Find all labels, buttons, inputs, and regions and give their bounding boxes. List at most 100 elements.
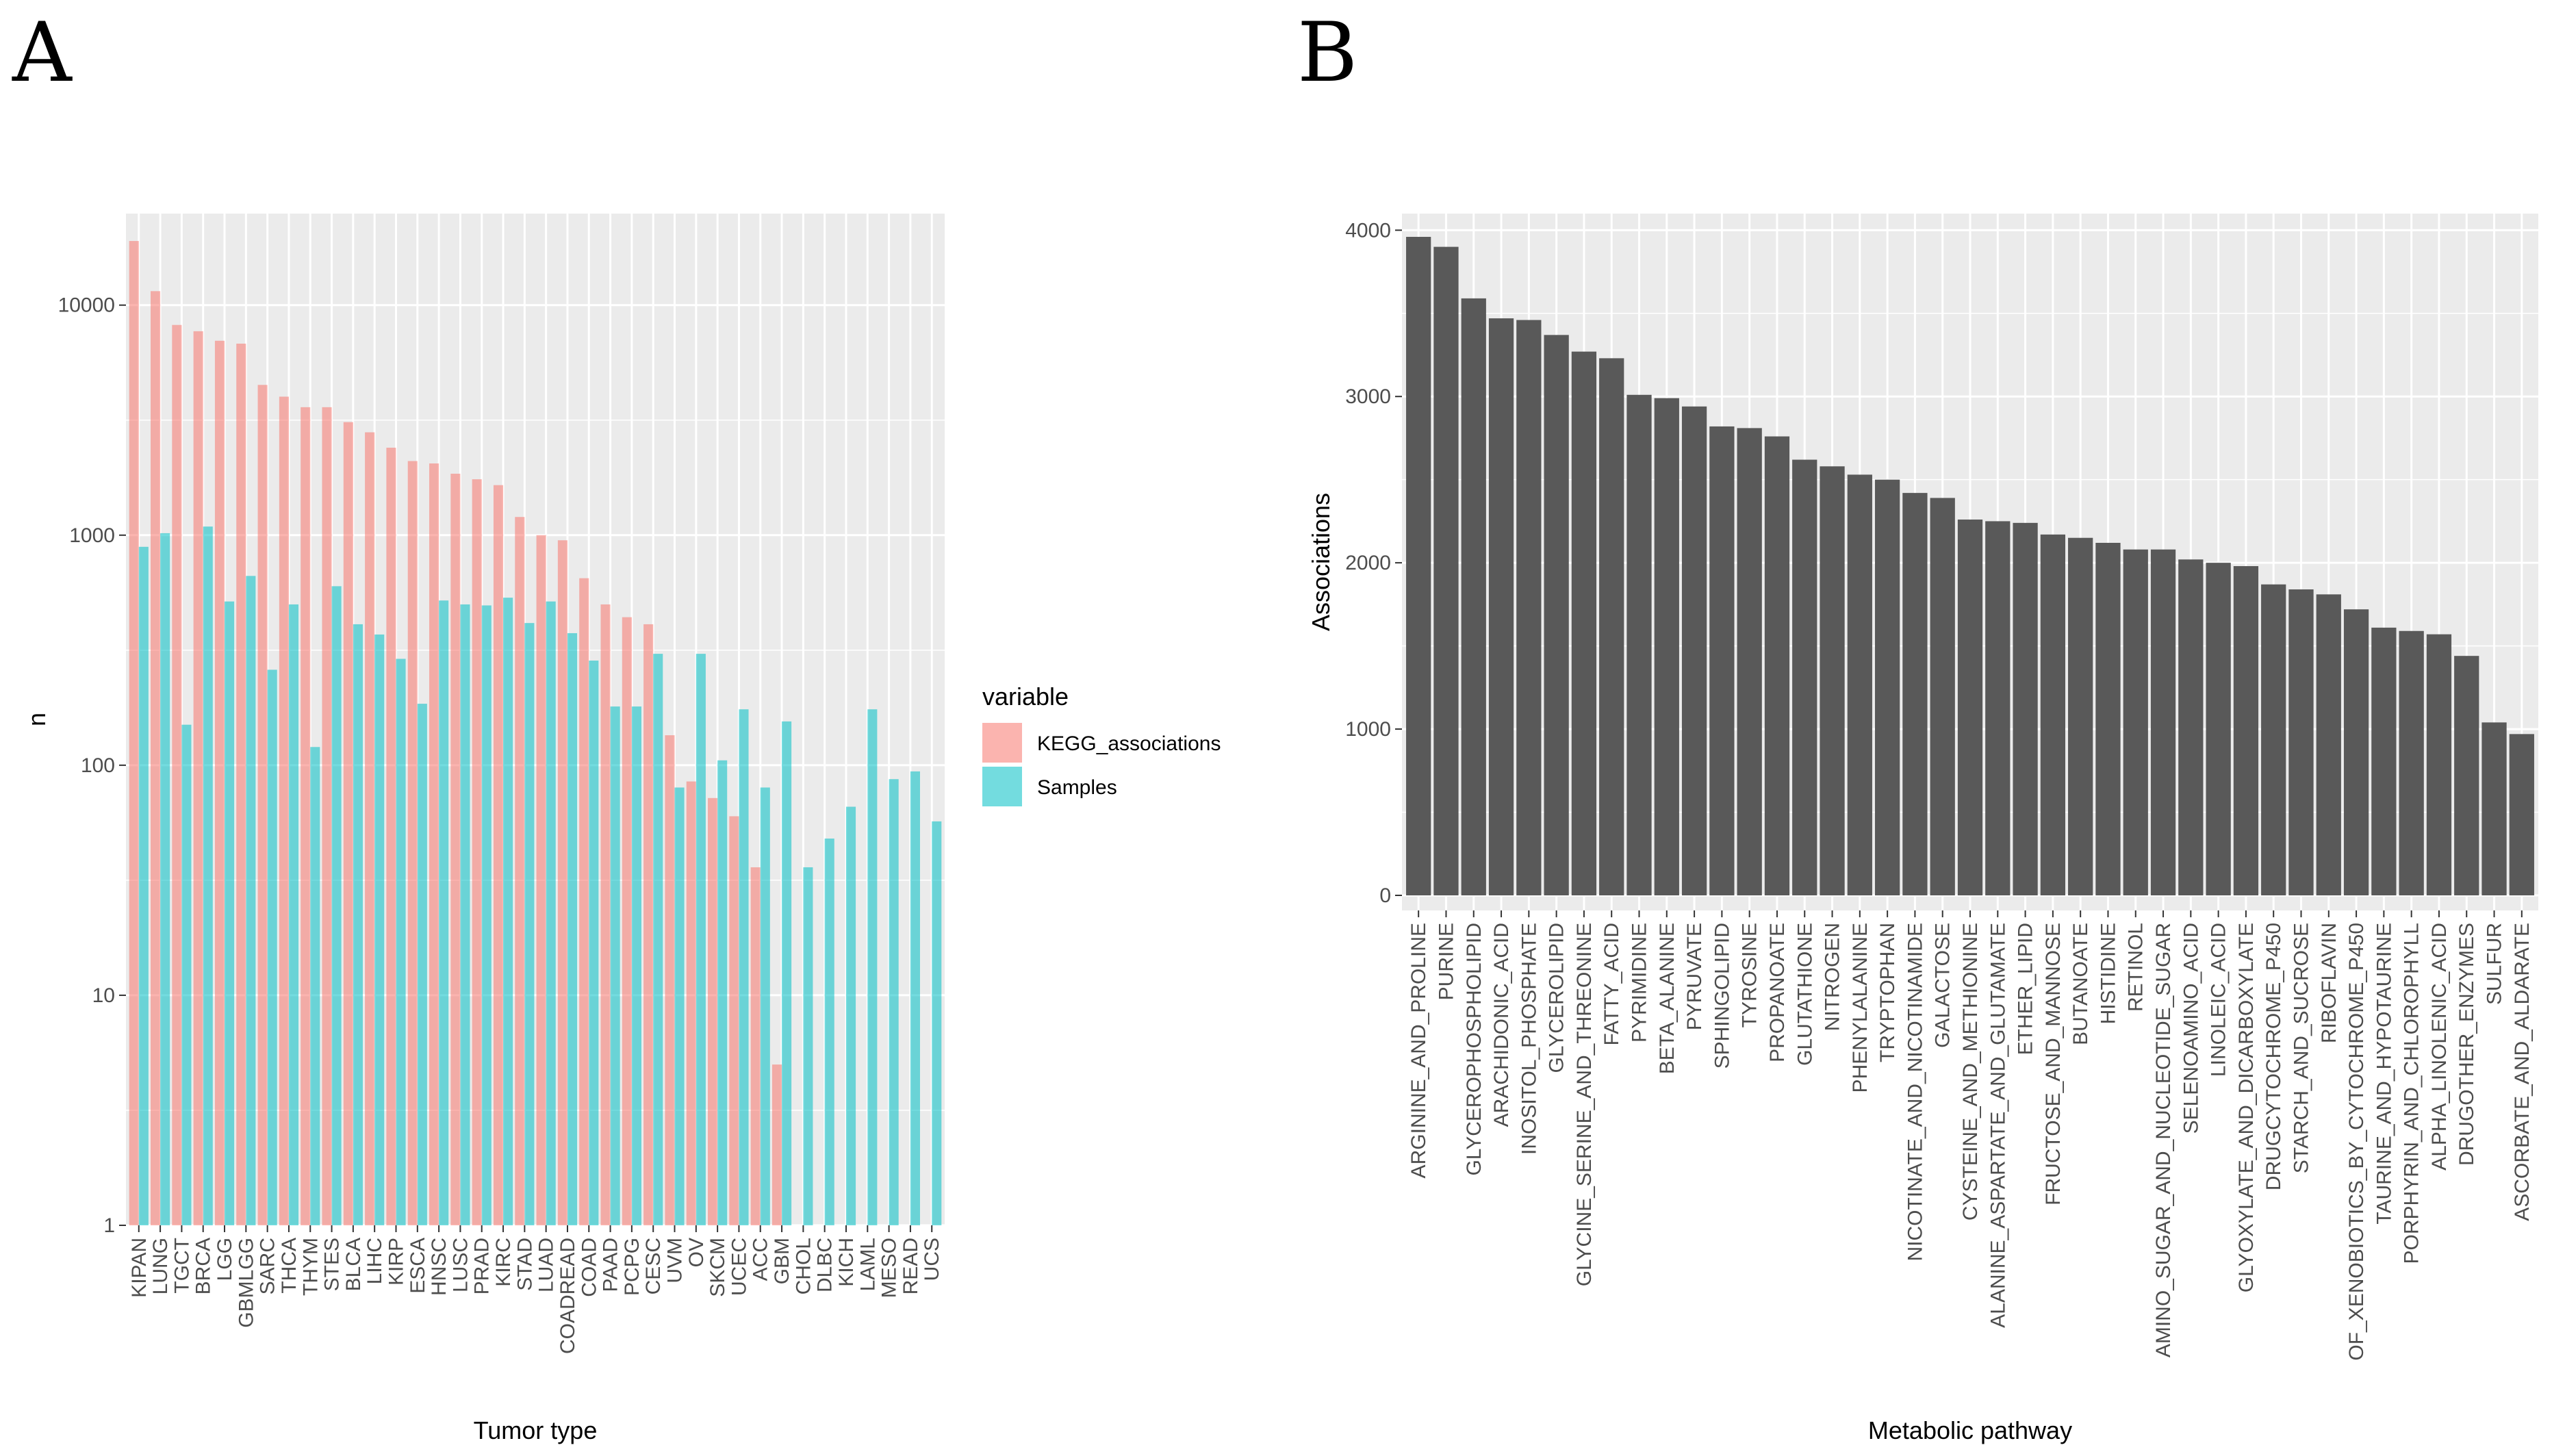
x-tick-label-alanine-aspartate-and-glutamate: ALANINE_ASPARTATE_AND_GLUTAMATE bbox=[1987, 923, 2009, 1328]
x-tick-label-skcm: SKCM bbox=[706, 1238, 729, 1297]
legend-key-kegg-associations bbox=[982, 723, 1022, 763]
bar-kegg-associations-luad bbox=[536, 535, 546, 1225]
x-tick-label-purine: PURINE bbox=[1435, 923, 1457, 1000]
y-tick-label: 1 bbox=[103, 1214, 115, 1237]
bar-kegg-associations-gbmlgg bbox=[236, 344, 246, 1225]
bar-glycerophospholipid bbox=[1461, 298, 1486, 895]
x-tick-label-sphingolipid: SPHINGOLIPID bbox=[1711, 923, 1733, 1069]
bar-drugother-enzymes bbox=[2454, 656, 2479, 895]
legend-key-samples bbox=[982, 767, 1022, 806]
x-tick-label-meso: MESO bbox=[878, 1238, 901, 1298]
x-tick-label-nitrogen: NITROGEN bbox=[1822, 923, 1844, 1031]
y-tick-label: 100 bbox=[81, 754, 115, 777]
bar-glutathione bbox=[1792, 459, 1817, 895]
bar-samples-meso bbox=[889, 779, 899, 1225]
bar-alanine-aspartate-and-glutamate bbox=[1985, 521, 2011, 895]
x-tick-label-hnsc: HNSC bbox=[428, 1238, 450, 1296]
bar-kegg-associations-lgg bbox=[214, 340, 225, 1225]
chart-b-metabolic-pathway: 0 1000 2000 3000 4000 ARGININE_AND_PROLINE PU… bbox=[1307, 214, 2538, 1444]
bar-samples-lgg bbox=[225, 601, 235, 1225]
x-tick-label-fructose-and-mannose: FRUCTOSE_AND_MANNOSE bbox=[2042, 923, 2065, 1205]
bar-pyrimidine bbox=[1626, 394, 1652, 895]
bar-drugcytochrome-p450 bbox=[2261, 584, 2286, 895]
y-tick-label: 1000 bbox=[1345, 718, 1391, 741]
chart-b-bars bbox=[1406, 237, 2534, 896]
bar-kegg-associations-pcpg bbox=[622, 617, 632, 1225]
x-tick-label-acc: ACC bbox=[750, 1238, 772, 1281]
bar-inositol-phosphate bbox=[1516, 320, 1542, 896]
x-tick-label-thca: THCA bbox=[278, 1238, 301, 1294]
x-tick-label-glyoxylate-and-dicarboxylate: GLYOXYLATE_AND_DICARBOXYLATE bbox=[2235, 923, 2258, 1292]
bar-purine bbox=[1433, 246, 1459, 896]
x-tick-label-lung: LUNG bbox=[149, 1238, 172, 1294]
bar-kegg-associations-thca bbox=[279, 396, 289, 1226]
y-tick-label: 4000 bbox=[1345, 219, 1391, 242]
bar-samples-blca bbox=[353, 624, 363, 1225]
bar-samples-skcm bbox=[717, 760, 728, 1225]
bar-samples-kich bbox=[845, 806, 856, 1225]
x-tick-label-ucec: UCEC bbox=[728, 1238, 750, 1296]
x-tick-label-ucs: UCS bbox=[921, 1238, 943, 1281]
bar-samples-kirp bbox=[396, 659, 406, 1225]
bar-kegg-associations-sarc bbox=[257, 385, 268, 1226]
bar-kegg-associations-blca bbox=[343, 422, 353, 1225]
bar-sphingolipid bbox=[1709, 426, 1735, 895]
x-tick-label-glutathione: GLUTATHIONE bbox=[1794, 923, 1816, 1066]
bar-samples-paad bbox=[610, 706, 620, 1225]
bar-kegg-associations-coad bbox=[579, 578, 589, 1225]
bar-kegg-associations-stes bbox=[322, 407, 332, 1225]
bar-samples-kirc bbox=[503, 598, 513, 1225]
bar-nicotinate-and-nicotinamide bbox=[1902, 493, 1928, 895]
y-tick-label: 2000 bbox=[1345, 552, 1391, 574]
bar-samples-hnsc bbox=[439, 600, 449, 1225]
x-tick-label-selenoamino-acid: SELENOAMINO_ACID bbox=[2180, 923, 2202, 1134]
bar-tryptophan bbox=[1874, 479, 1900, 895]
x-tick-label-sarc: SARC bbox=[257, 1238, 279, 1294]
bar-kegg-associations-acc bbox=[750, 867, 761, 1225]
bar-samples-thym bbox=[310, 747, 320, 1225]
bar-histidine bbox=[2095, 542, 2121, 895]
bar-ascorbate-and-aldarate bbox=[2509, 734, 2534, 895]
x-tick-label-retinol: RETINOL bbox=[2125, 923, 2147, 1012]
x-tick-label-pyruvate: PYRUVATE bbox=[1683, 923, 1706, 1030]
bar-samples-brca bbox=[203, 526, 213, 1225]
x-tick-label-lihc: LIHC bbox=[363, 1238, 386, 1284]
x-tick-label-beta-alanine: BETA_ALANINE bbox=[1656, 923, 1679, 1074]
chart-a-y-ticks: 1 10 100 1000 10000 bbox=[58, 294, 126, 1237]
x-tick-label-ov: OV bbox=[685, 1238, 708, 1267]
legend-label-samples: Samples bbox=[1037, 776, 1117, 799]
bar-glycerolipid bbox=[1544, 335, 1569, 896]
bar-taurine-and-hypotaurine bbox=[2371, 627, 2397, 895]
chart-b-x-axis-title: Metabolic pathway bbox=[1868, 1416, 2072, 1444]
x-tick-label-of-xenobiotics-by-cytochrome-p450: OF_XENOBIOTICS_BY_CYTOCHROME_P450 bbox=[2345, 923, 2368, 1361]
x-tick-label-brca: BRCA bbox=[192, 1238, 215, 1294]
bar-of-xenobiotics-by-cytochrome-p450 bbox=[2343, 609, 2369, 895]
bar-galactose bbox=[1930, 498, 1955, 895]
bar-arachidonic-acid bbox=[1488, 318, 1514, 895]
x-tick-label-alpha-linolenic-acid: ALPHA_LINOLENIC_ACID bbox=[2428, 923, 2451, 1171]
bar-kegg-associations-ucec bbox=[729, 816, 739, 1225]
bar-kegg-associations-ov bbox=[686, 781, 696, 1225]
bar-samples-pcpg bbox=[631, 706, 641, 1225]
x-tick-label-lgg: LGG bbox=[214, 1238, 236, 1281]
x-tick-label-pyrimidine: PYRIMIDINE bbox=[1629, 923, 1651, 1043]
x-tick-label-stad: STAD bbox=[513, 1238, 536, 1291]
bar-tyrosine bbox=[1737, 428, 1762, 895]
x-tick-label-esca: ESCA bbox=[407, 1238, 429, 1294]
bar-samples-luad bbox=[546, 601, 556, 1225]
x-tick-label-read: READ bbox=[899, 1238, 922, 1294]
chart-b-y-ticks: 0 1000 2000 3000 4000 bbox=[1345, 219, 1402, 907]
bar-kegg-associations-kirp bbox=[386, 448, 396, 1226]
bar-phenylalanine bbox=[1847, 474, 1872, 895]
x-tick-label-arginine-and-proline: ARGININE_AND_PROLINE bbox=[1407, 923, 1430, 1178]
x-tick-label-galactose: GALACTOSE bbox=[1932, 923, 1954, 1048]
bar-glyoxylate-and-dicarboxylate bbox=[2233, 566, 2259, 895]
chart-a-legend: variable KEGG_associations Samples bbox=[982, 682, 1221, 806]
y-tick-label: 10 bbox=[92, 984, 115, 1007]
bar-kegg-associations-esca bbox=[407, 461, 418, 1225]
bar-kegg-associations-cesc bbox=[643, 624, 654, 1225]
x-tick-label-starch-and-sucrose: STARCH_AND_SUCROSE bbox=[2290, 923, 2312, 1173]
x-tick-label-drugcytochrome-p450: DRUGCYTOCHROME_P450 bbox=[2262, 923, 2285, 1190]
panel-a-label: A bbox=[12, 5, 73, 101]
